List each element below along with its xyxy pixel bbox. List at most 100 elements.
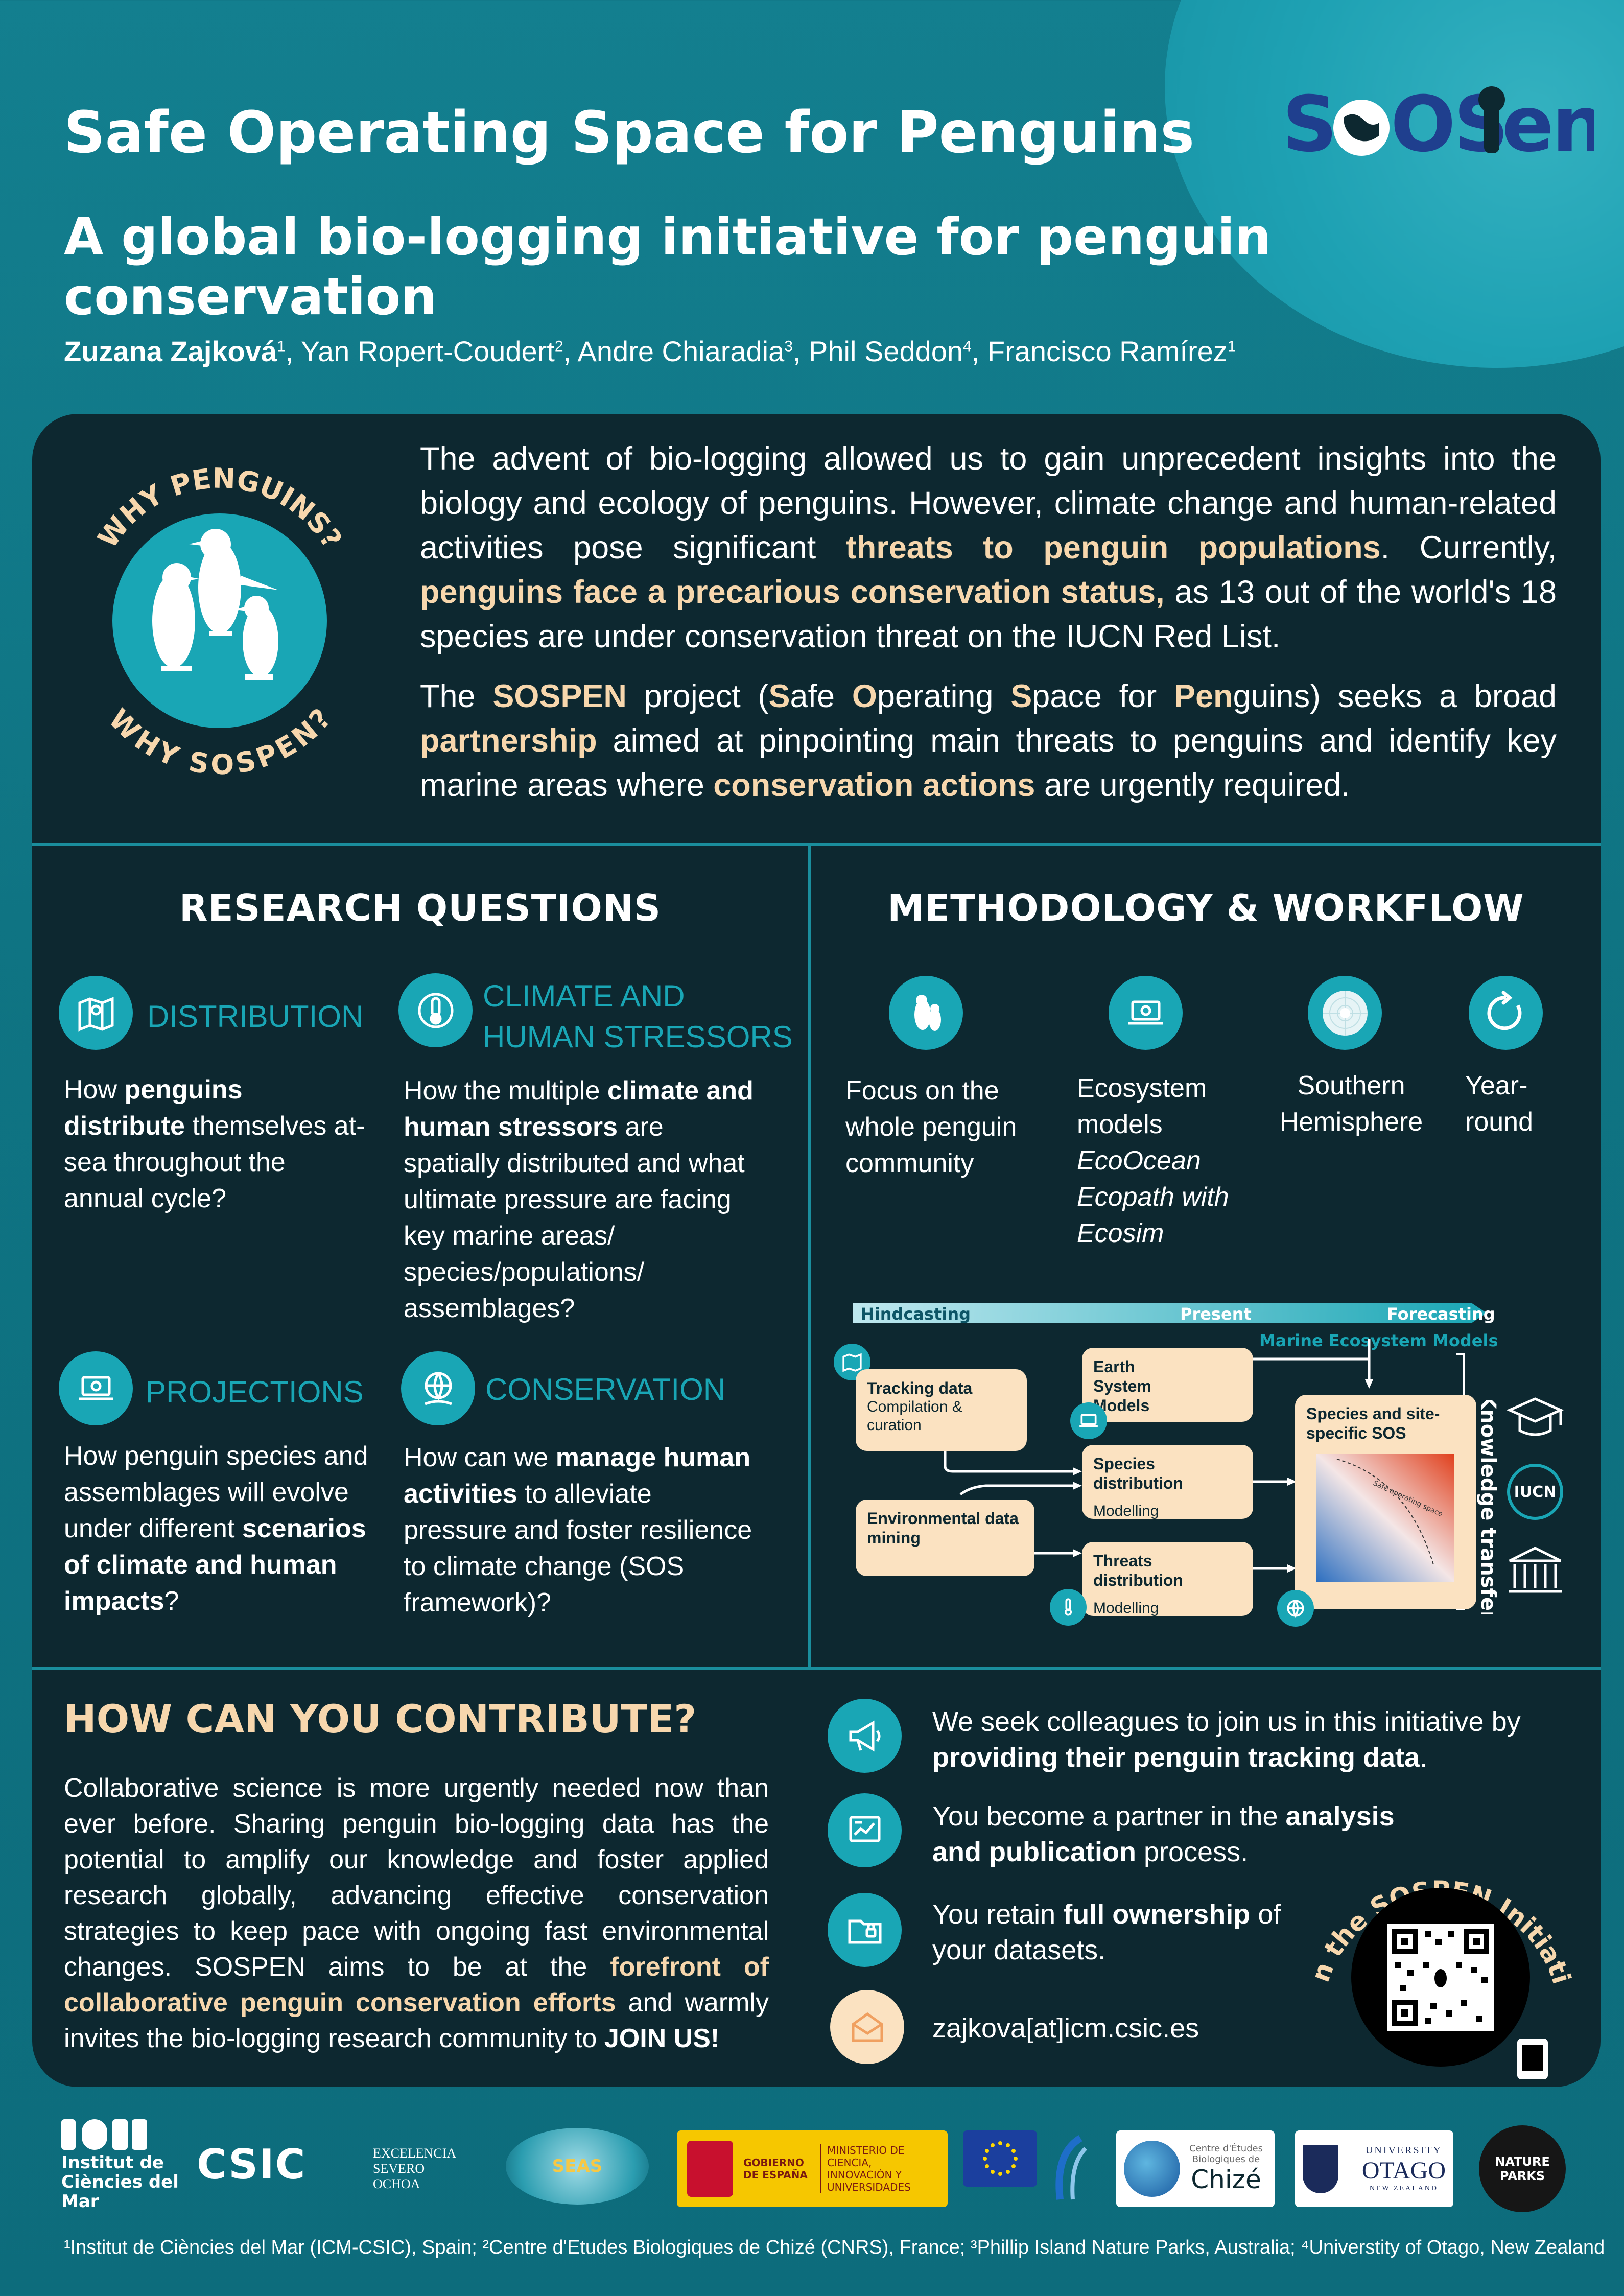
- map-icon: [59, 976, 133, 1050]
- laptop-icon: [1109, 976, 1183, 1050]
- otago-sub-text: NEW ZEALAND: [1369, 2185, 1439, 2192]
- marine-models-label: Marine Ecosystem Models: [1259, 1331, 1498, 1350]
- icm-logo-text: Institut de Ciències del Mar: [61, 2152, 179, 2212]
- svg-text:en: en: [1502, 80, 1594, 169]
- intro-text-run: The: [420, 678, 493, 714]
- intro-highlight: SOSPEN: [492, 678, 627, 714]
- otago-small-text: UNIVERSITY: [1365, 2145, 1442, 2156]
- join-qr-badge[interactable]: Join the SOSPEN Initiative: [1289, 1790, 1584, 2084]
- method-label-models: EcoOcean Ecopath with Ecosim: [1077, 1146, 1229, 1248]
- chize-logo: Centre d'Études Biologiques de Chizé: [1116, 2130, 1275, 2207]
- icm-mark: [61, 2119, 147, 2150]
- email-icon[interactable]: [830, 1990, 904, 2064]
- svg-text:S: S: [1282, 80, 1335, 169]
- knowledge-transfer-text: Knowledge transfer: [1476, 1400, 1500, 1614]
- rq-text-run: How penguin species and assemblages will…: [64, 1441, 368, 1543]
- author-name: Phil Seddon: [809, 335, 963, 367]
- rq-text-bold: climate and human stressors: [404, 1076, 754, 1142]
- intro-text-run: perating: [877, 678, 1011, 714]
- environmental-data-box: Environmental data mining: [856, 1500, 1034, 1576]
- box-heading: Threats distribution: [1093, 1552, 1183, 1589]
- page-title: Safe Operating Space for Penguins: [64, 100, 1195, 166]
- rq-text-run: are spatially distributed and what ultim…: [404, 1112, 745, 1323]
- intro-highlight: partnership: [420, 723, 597, 759]
- intro-highlight: conservation actions: [713, 767, 1035, 803]
- rq-climate-text: How the multiple climate and human stres…: [404, 1073, 761, 1327]
- thermometer-icon: [398, 973, 473, 1047]
- author-affiliation: 1: [1227, 338, 1236, 355]
- timeline-forecasting: Forecasting: [1387, 1304, 1495, 1324]
- knowledge-transfer-label: Knowledge transfer: [1461, 1393, 1502, 1621]
- author-affiliation: 3: [784, 338, 793, 355]
- threats-distribution-box: Threats distribution Modelling: [1082, 1542, 1253, 1616]
- methodology-title: METHODOLOGY & WORKFLOW: [887, 886, 1524, 929]
- divider: [808, 846, 811, 1668]
- acronym-letter: S: [768, 678, 790, 714]
- author-name: Yan Ropert-Coudert: [300, 335, 555, 367]
- author-affiliation: 4: [963, 338, 972, 355]
- graduation-cap-icon: [1504, 1390, 1566, 1448]
- otago-text: OTAGO: [1361, 2157, 1446, 2184]
- author-list: Zuzana Zajková1, Yan Ropert-Coudert2, An…: [64, 335, 1236, 367]
- rq-text-bold: manage human activities: [404, 1443, 751, 1509]
- intro-text-run: The advent of bio-logging allowed us to …: [420, 441, 1557, 566]
- author-affiliation: 1: [277, 338, 286, 355]
- southern-hemisphere-icon: [1308, 976, 1382, 1050]
- rq-text-bold: scenarios of climate and human impacts: [64, 1514, 366, 1616]
- box-heading: Earth System Models: [1093, 1357, 1151, 1415]
- earth-system-box: Earth System Models: [1082, 1348, 1253, 1422]
- coat-of-arms-icon: [687, 2141, 733, 2197]
- intro-text-run: afe: [790, 678, 852, 714]
- acronym-letter: O: [852, 678, 877, 714]
- tracking-data-box: Tracking data Compilation & curation: [856, 1369, 1027, 1451]
- year-round-icon: [1469, 976, 1543, 1050]
- contribute-text-run: Collaborative science is more urgently n…: [64, 1773, 769, 1982]
- partner-logos: Institut de Ciències del Mar CSIC EXCELE…: [56, 2110, 1568, 2222]
- intro-paragraph-2: The SOSPEN project (Safe Operating Space…: [420, 674, 1557, 808]
- eu-flag-logo: [963, 2130, 1037, 2187]
- contact-email[interactable]: zajkova[at]icm.csic.es: [932, 2013, 1199, 2044]
- author-name: Andre Chiaradia: [577, 335, 785, 367]
- intro-text: The advent of bio-logging allowed us to …: [420, 437, 1557, 808]
- rq-climate-title-line: CLIMATE AND: [483, 979, 685, 1013]
- contribute-item-text: of your datasets.: [932, 1899, 1281, 1965]
- seas-logo-text: SEAS: [552, 2156, 603, 2176]
- spanish-government-logo: GOBIERNO DE ESPAÑA MINISTERIO DE CIENCIA…: [677, 2130, 948, 2207]
- divider: [32, 843, 1601, 846]
- intro-highlight: threats to penguin populations: [845, 530, 1381, 566]
- rq-conservation-text: How can we manage human activities to al…: [404, 1440, 761, 1621]
- otago-crest: [1303, 2144, 1338, 2193]
- intro-text-run: as 13 out of the world's 18 species are …: [420, 574, 1557, 654]
- box-heading: Tracking data: [867, 1379, 973, 1397]
- intro-text-run: pace for: [1032, 678, 1174, 714]
- box-heading: Species distribution: [1093, 1455, 1183, 1492]
- rq-text-bold: penguins distribute: [64, 1075, 243, 1141]
- contribute-text-run: and warmly invites the bio-logging resea…: [64, 1988, 769, 2053]
- rq-text-run: How: [64, 1075, 125, 1105]
- intro-highlight: penguins face a precarious conservation …: [420, 574, 1165, 610]
- contribute-item: You become a partner in the analysis and…: [932, 1798, 1402, 1870]
- rq-text-run: to alleviate pressure and foster resilie…: [404, 1479, 752, 1618]
- method-label-ecosystem: Ecosystem models EcoOcean Ecopath with E…: [1077, 1070, 1261, 1252]
- contribute-item-bold: analysis and publication: [932, 1801, 1395, 1867]
- nature-parks-text: NATURE PARKS: [1495, 2154, 1550, 2183]
- rq-distribution-text: How penguins distribute themselves at-se…: [64, 1072, 370, 1217]
- contribute-item: You retain full ownership of your datase…: [932, 1896, 1331, 1968]
- laptop-icon: [1070, 1402, 1107, 1439]
- iucn-logo: IUCN: [1507, 1464, 1563, 1520]
- rq-distribution-title: DISTRIBUTION: [147, 999, 364, 1034]
- contribute-item-bold: providing their penguin tracking data: [932, 1742, 1420, 1773]
- affiliations-footnote: ¹Institut de Ciències del Mar (ICM-CSIC)…: [64, 2237, 1605, 2258]
- contribute-item: We seek colleagues to join us in this in…: [932, 1704, 1545, 1775]
- research-agency-logo: [1045, 2133, 1091, 2205]
- penguins-icon: [152, 529, 278, 680]
- method-label: Southern Hemisphere: [1279, 1071, 1423, 1137]
- otago-logo: UNIVERSITY OTAGO NEW ZEALAND: [1295, 2130, 1453, 2207]
- gov-text: GOBIERNO DE ESPAÑA: [743, 2157, 808, 2181]
- box-subtext: Compilation & curation: [867, 1398, 962, 1434]
- intro-text-run: . Currently,: [1380, 530, 1557, 566]
- intro-text-run: guins) seeks a broad: [1233, 678, 1557, 714]
- timeline-present: Present: [1180, 1304, 1252, 1324]
- contribute-item-text: .: [1420, 1742, 1428, 1773]
- csic-logo: CSIC: [197, 2141, 307, 2188]
